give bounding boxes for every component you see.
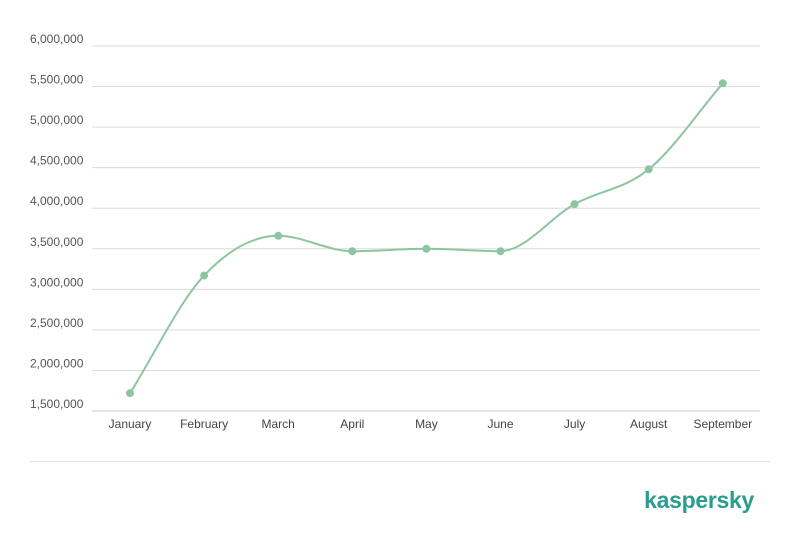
gridlines <box>92 45 760 412</box>
y-tick-label: 4,000,000 <box>30 194 84 208</box>
x-tick-label: April <box>340 417 364 431</box>
kaspersky-logo: kaspersky <box>644 487 754 513</box>
y-tick-label: 1,500,000 <box>30 397 84 411</box>
y-tick-label: 3,500,000 <box>30 235 84 249</box>
x-tick-label: March <box>262 417 295 431</box>
data-points <box>126 79 727 398</box>
x-tick-label: January <box>109 417 152 431</box>
y-tick-label: 2,500,000 <box>30 316 84 330</box>
data-point <box>200 271 209 280</box>
data-point <box>422 244 431 253</box>
x-tick-label: July <box>564 417 585 431</box>
line-chart: 1,500,000 2,000,000 2,500,000 3,000,000 3,50… <box>30 32 760 431</box>
footer-divider <box>30 461 770 462</box>
x-tick-label: August <box>630 417 668 431</box>
data-point <box>274 231 283 240</box>
y-axis-ticks: 1,500,000 2,000,000 2,500,000 3,000,000 3,50… <box>30 32 84 411</box>
x-tick-label: September <box>693 417 752 431</box>
y-tick-label: 5,500,000 <box>30 73 84 87</box>
x-tick-label: February <box>180 417 228 431</box>
x-tick-label: June <box>487 417 513 431</box>
data-point <box>570 200 579 209</box>
x-tick-label: May <box>415 417 438 431</box>
y-tick-label: 6,000,000 <box>30 32 84 46</box>
data-point <box>718 79 727 88</box>
x-axis-ticks: January February March April May June July Augu… <box>109 417 753 431</box>
data-point <box>348 247 357 256</box>
data-point <box>496 247 505 256</box>
y-tick-label: 3,000,000 <box>30 275 84 289</box>
y-tick-label: 5,000,000 <box>30 113 84 127</box>
y-tick-label: 4,500,000 <box>30 154 84 168</box>
data-point <box>644 165 653 174</box>
y-tick-label: 2,000,000 <box>30 356 84 370</box>
data-point <box>126 389 134 398</box>
series-line <box>129 82 724 394</box>
